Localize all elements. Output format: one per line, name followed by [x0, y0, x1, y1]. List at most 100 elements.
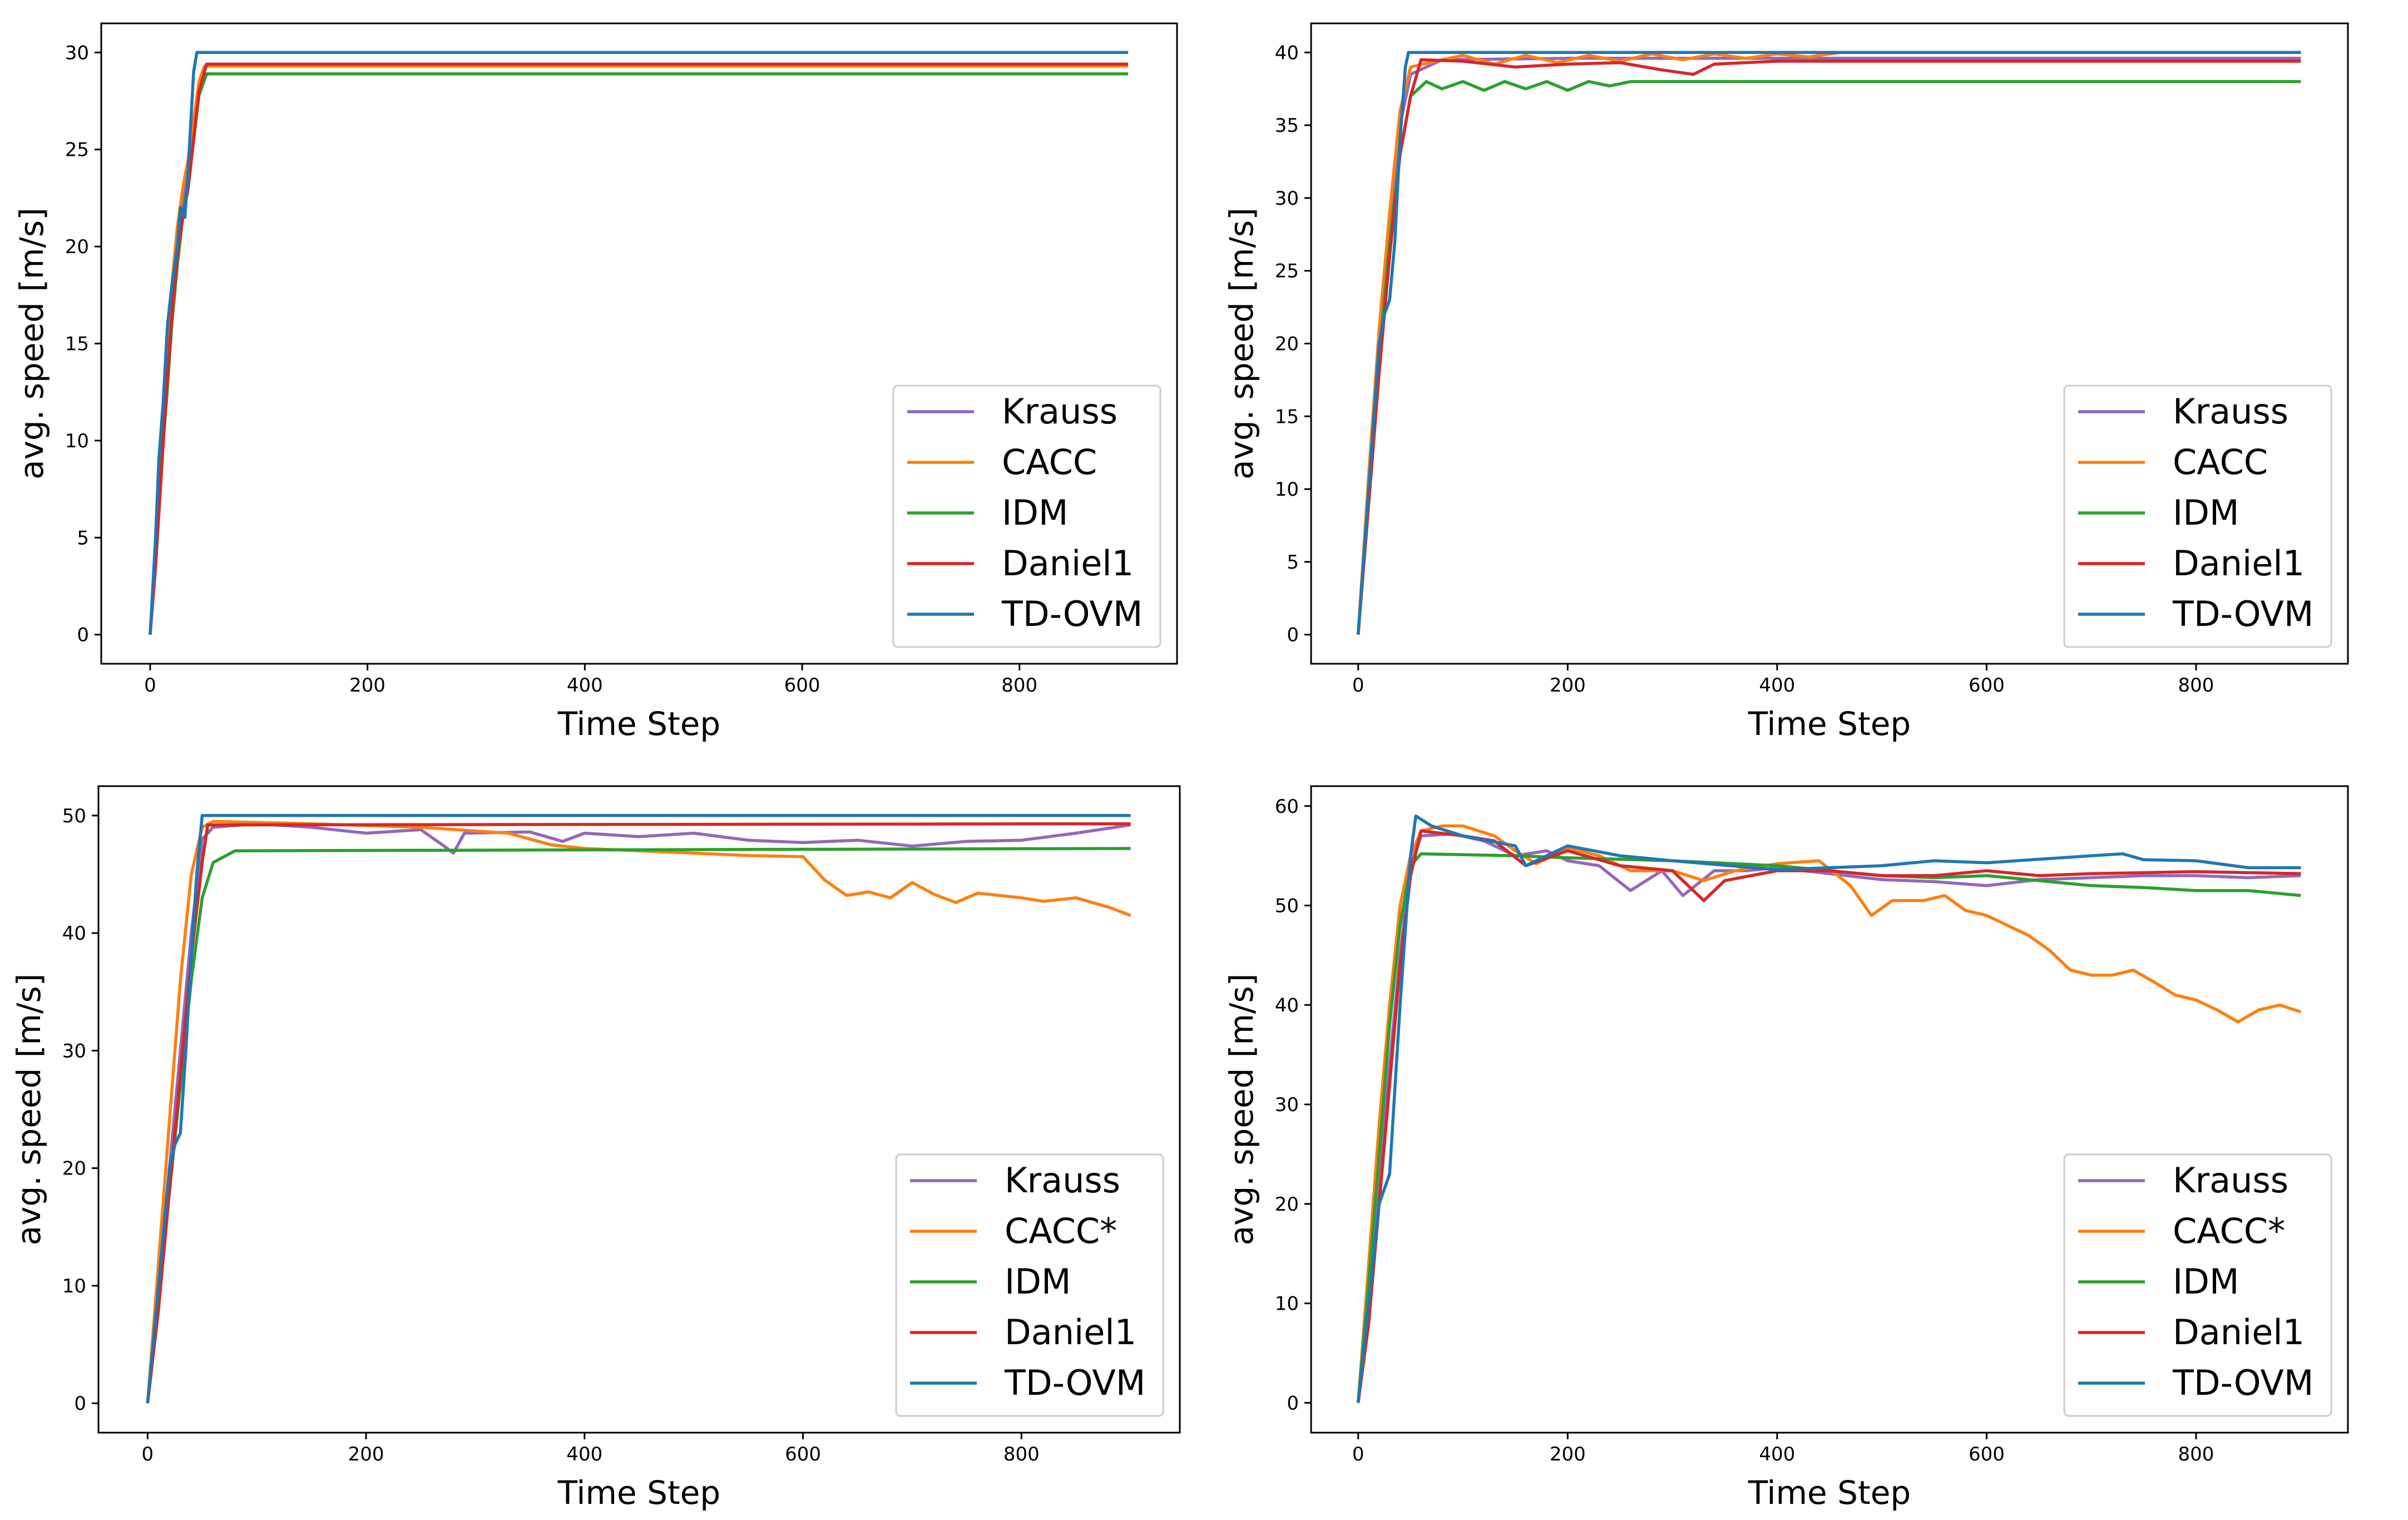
y-tick-label: 20: [1275, 1193, 1299, 1216]
series-line-td-ovm: [149, 51, 1129, 635]
legend-label-daniel1: Daniel1: [1002, 543, 1134, 584]
x-tick-label: 200: [1550, 1443, 1586, 1465]
legend-label-krauss: Krauss: [1002, 391, 1118, 432]
y-tick-label: 30: [1275, 187, 1299, 210]
x-tick-label: 600: [1969, 1443, 2005, 1465]
y-axis-label: avg. speed [m/s]: [1223, 974, 1260, 1246]
legend-label-daniel1: Daniel1: [2173, 1312, 2305, 1353]
y-tick-label: 50: [62, 805, 86, 827]
x-tick-label: 400: [1759, 674, 1795, 697]
x-tick-label: 200: [348, 1443, 384, 1465]
series-line-td-ovm: [1356, 51, 2301, 635]
y-tick-label: 15: [65, 333, 89, 356]
x-tick-label: 200: [349, 674, 385, 697]
legend-label-td-ovm: TD-OVM: [1004, 1363, 1145, 1403]
axes-frame: [1310, 785, 2349, 1434]
legend-label-td-ovm: TD-OVM: [2172, 1363, 2313, 1403]
x-axis-label: Time Step: [557, 705, 720, 743]
y-tick-label: 20: [1275, 333, 1299, 356]
y-axis-label: avg. speed [m/s]: [10, 974, 48, 1246]
x-tick-label: 600: [1969, 674, 2005, 697]
y-tick-label: 35: [1275, 115, 1299, 137]
y-tick-label: 25: [65, 139, 89, 161]
y-tick-label: 0: [1287, 624, 1299, 647]
legend-label-idm: IDM: [2173, 1261, 2239, 1302]
x-tick-label: 200: [1550, 674, 1586, 697]
legend-label-td-ovm: TD-OVM: [1001, 594, 1143, 634]
y-tick-label: 15: [1275, 406, 1299, 428]
legend-label-krauss: Krauss: [2173, 1160, 2288, 1201]
legend: Krauss CACC IDM Daniel1 TD-OVM: [2063, 384, 2332, 648]
y-tick-label: 5: [1287, 551, 1299, 574]
legend-label-idm: IDM: [1005, 1261, 1071, 1302]
x-tick-label: 400: [1759, 1443, 1795, 1465]
legend-label-cacc-: CACC*: [1005, 1211, 1117, 1251]
legend-label-idm: IDM: [1002, 492, 1069, 533]
series-lines: [146, 814, 1131, 1404]
chart-panel-2: 0 200 400 600 800 0 5 10 15 20 25 30 35 40 Time Step av…: [1223, 22, 2349, 743]
series-line-td-ovm: [1356, 814, 2301, 1403]
series-line-cacc: [1356, 51, 2301, 635]
legend-label-td-ovm: TD-OVM: [2172, 594, 2313, 634]
series-lines: [1356, 814, 2302, 1403]
legend: Krauss CACC IDM Daniel1 TD-OVM: [892, 384, 1161, 648]
x-tick-label: 800: [2178, 1443, 2214, 1465]
x-tick-label: 0: [1352, 674, 1364, 697]
axes-frame: [97, 785, 1181, 1434]
y-tick-label: 10: [1275, 478, 1299, 501]
legend-box: [895, 1153, 1164, 1417]
legend-label-cacc: CACC: [2173, 442, 2268, 482]
y-tick-label: 30: [1275, 1094, 1299, 1116]
y-tick-label: 30: [62, 1040, 86, 1062]
y-tick-label: 0: [1287, 1392, 1299, 1414]
y-tick-label: 0: [74, 1393, 86, 1415]
chart-panel-1: 0 200 400 600 800 0 5 10 15 20 25 30 Time Step avg. s…: [13, 22, 1178, 743]
x-tick-label: 800: [1003, 1443, 1040, 1465]
x-tick-label: 400: [566, 1443, 602, 1465]
y-tick-label: 5: [77, 527, 89, 549]
y-tick-label: 20: [65, 236, 89, 258]
y-tick-label: 0: [77, 624, 89, 647]
y-tick-label: 10: [62, 1275, 86, 1297]
legend-label-daniel1: Daniel1: [2173, 543, 2305, 584]
legend-label-cacc-: CACC*: [2173, 1211, 2285, 1251]
legend-label-cacc: CACC: [1002, 442, 1097, 482]
x-axis-label: Time Step: [1748, 1474, 1911, 1512]
x-tick-label: 800: [2178, 674, 2214, 697]
legend-box: [2063, 1153, 2332, 1417]
series-line-daniel1: [149, 62, 1129, 635]
legend-box: [892, 384, 1161, 648]
y-tick-label: 25: [1275, 260, 1299, 283]
y-tick-label: 60: [1275, 796, 1299, 818]
y-tick-label: 40: [62, 922, 86, 945]
series-line-daniel1: [146, 822, 1131, 1404]
y-tick-label: 50: [1275, 895, 1299, 917]
legend-label-idm: IDM: [2173, 492, 2239, 533]
series-line-daniel1: [1356, 829, 2301, 1403]
y-tick-label: 20: [62, 1158, 86, 1180]
y-axis-label: avg. speed [m/s]: [1223, 208, 1260, 480]
chart-panel-4: 0 200 400 600 800 0 10 20 30 40 50 60 Time Step avg. …: [1223, 785, 2349, 1512]
legend: Krauss CACC* IDM Daniel1 TD-OVM: [2063, 1153, 2332, 1417]
y-tick-label: 30: [65, 42, 89, 64]
legend-label-krauss: Krauss: [2173, 391, 2288, 432]
series-lines: [149, 51, 1129, 635]
legend-box: [2063, 384, 2332, 648]
x-tick-label: 0: [144, 674, 156, 697]
x-tick-label: 800: [1001, 674, 1037, 697]
x-tick-label: 400: [567, 674, 603, 697]
legend: Krauss CACC* IDM Daniel1 TD-OVM: [895, 1153, 1164, 1417]
y-axis-label: avg. speed [m/s]: [13, 208, 51, 480]
x-tick-label: 0: [1352, 1443, 1364, 1465]
x-axis-label: Time Step: [557, 1474, 720, 1512]
x-tick-label: 600: [784, 674, 820, 697]
y-tick-label: 40: [1275, 994, 1299, 1016]
y-tick-label: 40: [1275, 42, 1299, 64]
x-tick-label: 0: [142, 1443, 154, 1465]
series-lines: [1356, 51, 2301, 635]
y-tick-label: 10: [1275, 1293, 1299, 1315]
x-axis-label: Time Step: [1748, 705, 1911, 743]
x-tick-label: 600: [785, 1443, 821, 1465]
series-line-td-ovm: [146, 814, 1131, 1404]
